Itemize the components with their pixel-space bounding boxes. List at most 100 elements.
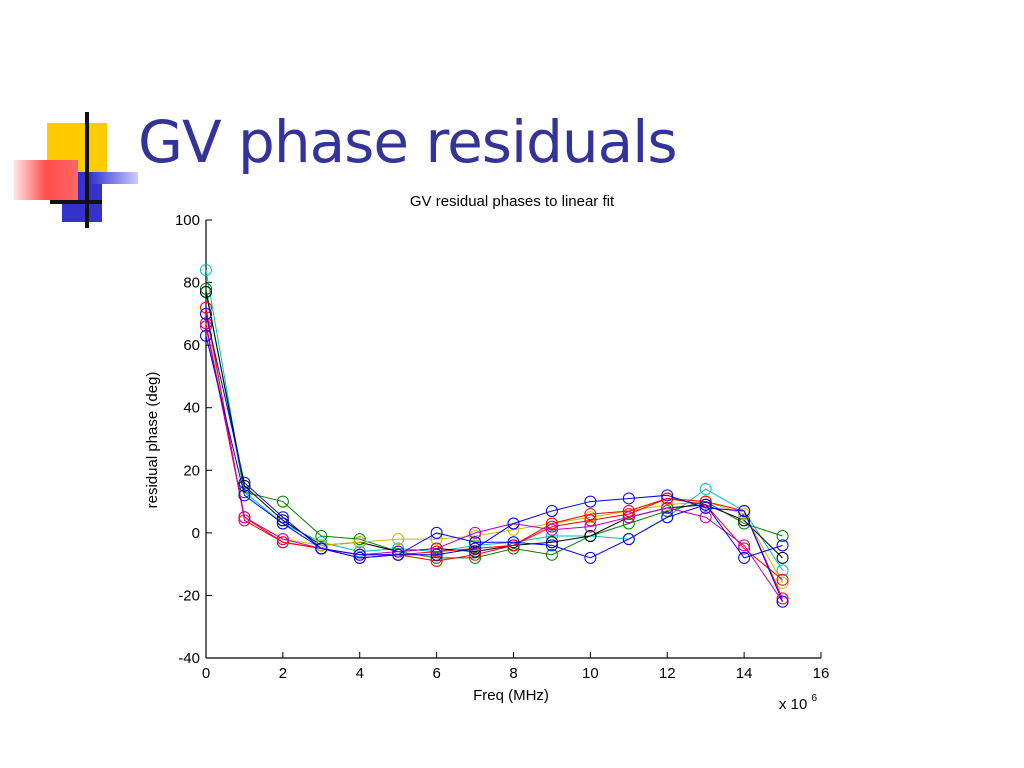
data-point: [469, 526, 482, 539]
data-point: [315, 529, 328, 542]
data-point: [392, 548, 405, 561]
data-point: [430, 526, 443, 539]
data-point: [661, 489, 674, 502]
data-point: [584, 520, 597, 533]
x-axis-label: Freq (MHz): [473, 687, 549, 704]
data-point: [353, 536, 366, 549]
series-7: [200, 320, 789, 608]
data-point: [238, 489, 251, 502]
series-line: [205, 313, 783, 584]
data-point: [353, 551, 366, 564]
series-line: [205, 291, 783, 559]
data-point: [430, 551, 443, 564]
data-point: [507, 523, 520, 536]
data-point: [622, 508, 635, 521]
data-point: [776, 529, 789, 542]
data-point: [545, 523, 558, 536]
series-9: [200, 307, 789, 608]
x-axis-multiplier: x 10 6: [779, 693, 818, 713]
data-point: [738, 539, 751, 552]
data-point: [469, 551, 482, 564]
data-point: [276, 511, 289, 524]
data-point: [238, 476, 251, 489]
data-point: [469, 542, 482, 555]
data-point: [738, 542, 751, 555]
data-point: [200, 329, 212, 342]
data-point: [699, 511, 712, 524]
data-point: [738, 504, 751, 517]
series-4: [200, 307, 789, 589]
data-point: [353, 533, 366, 546]
axes: 0 2 4 6 8 10 12 14 16 -40 -20 0 20 40 60 80 100: [175, 212, 829, 682]
data-point: [699, 501, 712, 514]
data-point: [276, 514, 289, 527]
data-point: [507, 539, 520, 552]
y-tick-label: -40: [178, 650, 200, 667]
data-point: [776, 539, 789, 552]
data-point: [622, 533, 635, 546]
data-point: [622, 504, 635, 517]
x-tick-label: 6: [432, 665, 440, 682]
data-point: [545, 539, 558, 552]
data-point: [661, 511, 674, 524]
data-point: [776, 595, 789, 608]
data-point: [238, 511, 251, 524]
data-point: [699, 498, 712, 511]
data-point: [392, 542, 405, 555]
x-tick-label: 12: [659, 665, 676, 682]
y-tick-label: 80: [183, 275, 200, 292]
data-point: [545, 548, 558, 561]
data-point: [276, 495, 289, 508]
data-point: [738, 508, 751, 521]
series-group: [200, 264, 789, 608]
data-point: [469, 545, 482, 558]
x-tick-label: 4: [356, 665, 364, 682]
data-point: [545, 536, 558, 549]
series-line: [205, 335, 783, 559]
data-point: [276, 517, 289, 530]
data-point: [545, 517, 558, 530]
data-point: [622, 492, 635, 505]
data-point: [776, 592, 789, 605]
series-line: [205, 326, 783, 602]
x-tick-label: 8: [509, 665, 517, 682]
data-point: [315, 542, 328, 555]
x-multiplier-base: x 10: [779, 696, 807, 713]
data-point: [200, 307, 212, 320]
data-point: [661, 498, 674, 511]
data-point: [353, 548, 366, 561]
x-tick-label: 2: [279, 665, 287, 682]
data-point: [584, 551, 597, 564]
data-point: [584, 529, 597, 542]
y-tick-label: 40: [183, 400, 200, 417]
series-line: [205, 313, 784, 602]
decor-red-square: [14, 160, 78, 200]
decor-vertical-line: [85, 112, 89, 228]
data-point: [776, 576, 789, 589]
y-tick-label: 60: [183, 337, 200, 354]
decor-blue-bar: [90, 172, 138, 184]
decor-horizontal-line: [50, 200, 102, 204]
data-point: [584, 495, 597, 508]
y-tick-label: 20: [183, 462, 200, 479]
data-point: [699, 495, 712, 508]
series-1: [200, 264, 789, 577]
data-point: [584, 508, 597, 521]
chart-title: GV residual phases to linear fit: [410, 193, 615, 210]
series-5: [200, 301, 789, 605]
data-point: [430, 555, 443, 568]
data-point: [200, 264, 212, 277]
data-point: [507, 536, 520, 549]
data-point: [430, 533, 443, 546]
data-point: [430, 545, 443, 558]
data-point: [430, 548, 443, 561]
data-point: [699, 483, 712, 496]
y-tick-label: -20: [178, 587, 200, 604]
data-point: [622, 511, 635, 524]
data-point: [545, 504, 558, 517]
data-point: [469, 529, 482, 542]
x-tick-label: 16: [813, 665, 830, 682]
data-point: [200, 320, 212, 333]
